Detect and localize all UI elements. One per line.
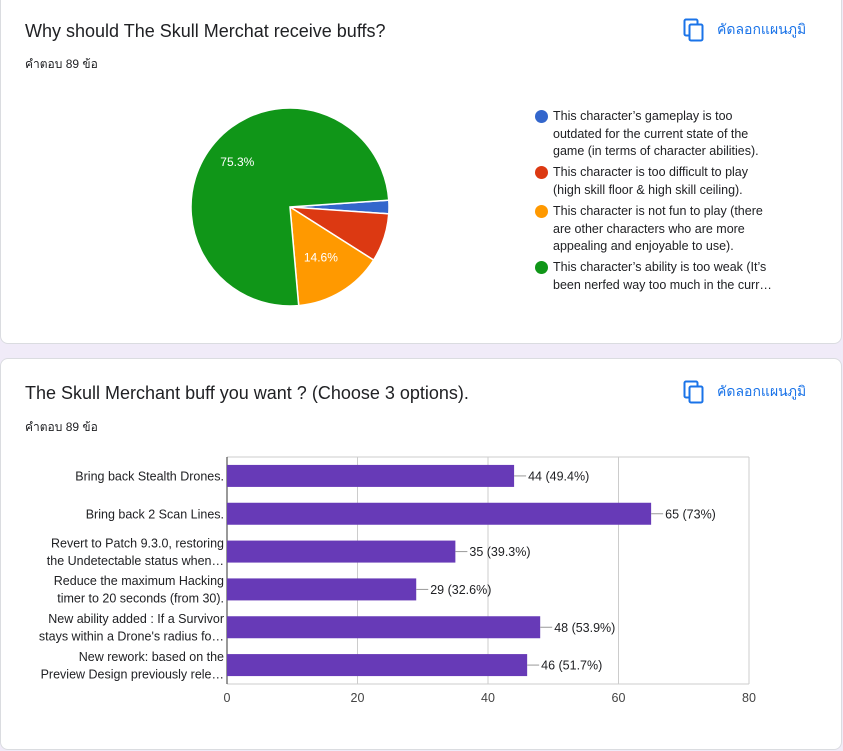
question-title: Why should The Skull Merchat receive buf…	[25, 21, 386, 41]
legend-label: This character is too difficult to play(…	[553, 165, 748, 197]
response-count: คำตอบ 89 ข้อ	[25, 420, 98, 434]
category-label: Bring back 2 Scan Lines.	[86, 507, 224, 521]
copy-chart-button[interactable]: คัดลอกแผนภูมิ	[683, 380, 806, 404]
copy-icon	[683, 380, 704, 404]
bar	[227, 578, 417, 601]
legend-item: This character’s ability is too weak (It…	[535, 259, 785, 294]
category-label: Revert to Patch 9.3.0, restoring the Unde…	[47, 536, 224, 568]
response-count: คำตอบ 89 ข้อ	[25, 57, 98, 71]
category-label: Reduce the maximum Hacking timer to 20 se…	[54, 574, 224, 606]
bar-data-label: 29 (32.6%)	[430, 583, 491, 597]
x-tick-label: 80	[742, 691, 756, 705]
bar-data-label: 35 (39.3%)	[469, 545, 530, 559]
x-tick-label: 20	[351, 691, 365, 705]
bar	[227, 654, 528, 677]
bar-data-label: 46 (51.7%)	[541, 659, 602, 673]
legend-item: This character is not fun to play (there…	[535, 203, 785, 256]
legend-color-dot	[535, 110, 548, 123]
pie-slice-3	[289, 205, 375, 307]
question-card-1: Why should The Skull Merchat receive buf…	[0, 0, 842, 344]
x-tick-label: 0	[224, 691, 231, 705]
bar-chart: 0 20 40 60 80 44 (49.4%) Bring back Stealth Dr…	[39, 456, 756, 705]
legend-color-dot	[535, 261, 548, 274]
bar	[227, 616, 541, 639]
legend-label: This character’s ability is too weak (It…	[553, 260, 772, 292]
legend-color-dot	[535, 205, 548, 218]
bar-data-label: 65 (73%)	[665, 507, 716, 521]
pie-slice-4	[190, 107, 390, 307]
copy-icon	[683, 18, 704, 42]
category-label: New rework: based on the Preview Design p…	[41, 650, 224, 682]
legend-color-dot	[535, 166, 548, 179]
copy-chart-button[interactable]: คัดลอกแผนภูมิ	[683, 18, 806, 42]
copy-chart-label: คัดลอกแผนภูมิ	[717, 383, 807, 399]
pie-data-label: 14.6%	[304, 251, 338, 265]
bar	[227, 540, 456, 563]
bar	[227, 502, 652, 525]
question-title: The Skull Merchant buff you want ? (Choo…	[25, 383, 469, 403]
legend-label: This character’s gameplay is too outdated…	[553, 109, 759, 158]
bar	[227, 464, 515, 487]
x-tick-label: 40	[481, 691, 495, 705]
category-label: Bring back Stealth Drones.	[75, 469, 224, 483]
legend-label: This character is not fun to play (there…	[553, 204, 763, 253]
legend-item: This character is too difficult to play(…	[535, 164, 785, 199]
question-card-2: The Skull Merchant buff you want ? (Choo…	[0, 358, 842, 750]
x-tick-label: 60	[612, 691, 626, 705]
pie-data-label: 75.3%	[220, 155, 254, 169]
copy-chart-label: คัดลอกแผนภูมิ	[717, 21, 807, 37]
legend-item: This character’s gameplay is too outdated…	[535, 108, 785, 161]
pie-chart: 14.6% 75.3%	[190, 107, 390, 307]
bar-data-label: 44 (49.4%)	[528, 469, 589, 483]
bar-data-label: 48 (53.9%)	[554, 621, 615, 635]
category-label: New ability added : If a Survivor stays w…	[39, 612, 224, 644]
